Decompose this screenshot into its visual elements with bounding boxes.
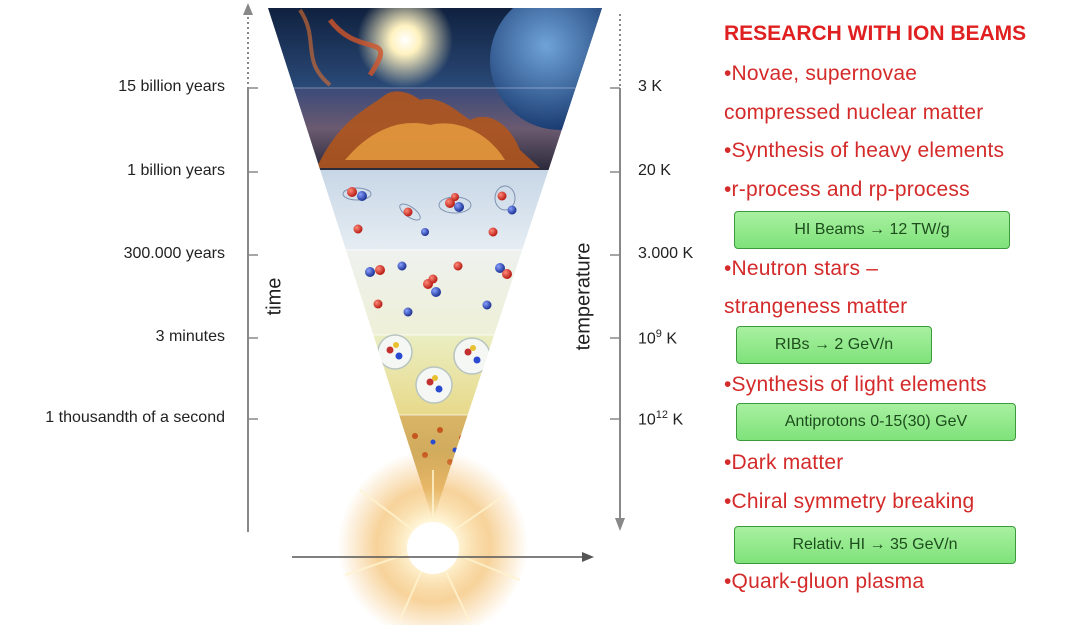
temp-label-10e12k: 1012 K <box>638 409 683 429</box>
temp-label-3000k: 3.000 K <box>638 245 694 262</box>
ribs-box: RIBs → 2 GeV/n <box>736 326 932 364</box>
antiprotons-box: Antiprotons 0-15(30) GeV <box>736 403 1016 441</box>
research-item-novae: •Novae, supernovae <box>724 62 918 85</box>
time-label-15-billion: 15 billion years <box>118 78 225 95</box>
time-label-thousandth: 1 thousandth of a second <box>45 409 225 426</box>
temp-label-10e9k: 109 K <box>638 328 677 348</box>
temp-label-20k: 20 K <box>638 162 671 179</box>
research-title: RESEARCH WITH ION BEAMS <box>724 22 1027 45</box>
temperature-axis-title: temperature <box>572 242 595 351</box>
research-item-dark-matter: •Dark matter <box>724 451 844 474</box>
temp-label-10e9k-unit: K <box>661 330 678 348</box>
temp-label-10e9k-exp: 9 <box>655 328 662 340</box>
time-label-1-billion: 1 billion years <box>127 162 225 179</box>
research-item-neutron-stars: •Neutron stars – <box>724 257 879 280</box>
research-item-light-elements: •Synthesis of light elements <box>724 373 987 396</box>
hi-beams-box: HI Beams → 12 TW/g <box>734 211 1010 249</box>
research-item-compressed: compressed nuclear matter <box>724 101 984 124</box>
temp-label-10e12k-unit: K <box>668 411 684 429</box>
temp-label-3k: 3 K <box>638 78 663 95</box>
time-axis-title: time <box>263 277 286 316</box>
research-item-r-process: •r-process and rp-process <box>724 178 970 201</box>
temp-label-10e12k-exp: 12 <box>655 409 669 421</box>
research-item-chiral: •Chiral symmetry breaking <box>724 490 975 513</box>
research-item-heavy-elements: •Synthesis of heavy elements <box>724 139 1005 162</box>
research-item-strangeness: strangeness matter <box>724 295 908 318</box>
temp-label-10e9k-base: 10 <box>638 330 656 348</box>
research-item-qgp: •Quark-gluon plasma <box>724 570 925 593</box>
temp-label-10e12k-base: 10 <box>638 411 656 429</box>
relativ-hi-box: Relativ. HI → 35 GeV/n <box>734 526 1016 564</box>
time-label-3-minutes: 3 minutes <box>155 328 225 345</box>
time-label-300000: 300.000 years <box>123 245 225 262</box>
